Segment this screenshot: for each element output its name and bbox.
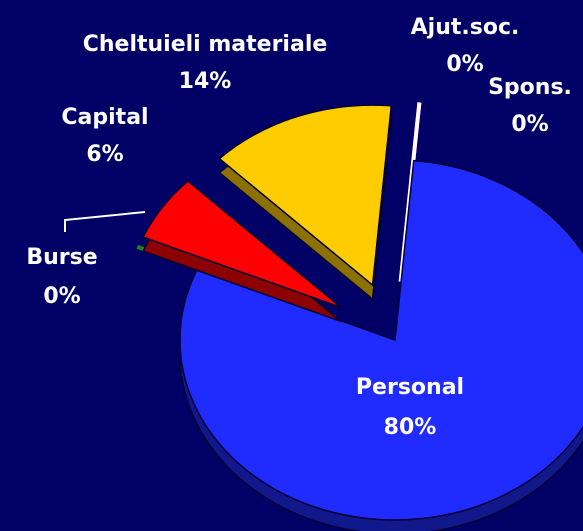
slice xyxy=(218,104,393,287)
slice-value-label: 0% xyxy=(43,284,80,309)
slice xyxy=(142,180,342,309)
slice-value-label: 0% xyxy=(446,52,483,77)
slice xyxy=(179,159,583,521)
leader-line xyxy=(64,211,146,232)
slice-value-label: 0% xyxy=(511,112,548,137)
slice-label: Cheltuieli materiale xyxy=(83,32,328,57)
slice-label: Capital xyxy=(61,105,148,130)
slice-value-label: 80% xyxy=(384,415,437,440)
slice-label: Ajut.soc. xyxy=(411,15,520,40)
slice-label: Burse xyxy=(26,245,97,270)
slice-label: Spons. xyxy=(488,75,572,100)
slice-value-label: 6% xyxy=(86,142,123,167)
slice-value-label: 14% xyxy=(179,69,232,94)
slice-label: Personal xyxy=(356,375,464,400)
